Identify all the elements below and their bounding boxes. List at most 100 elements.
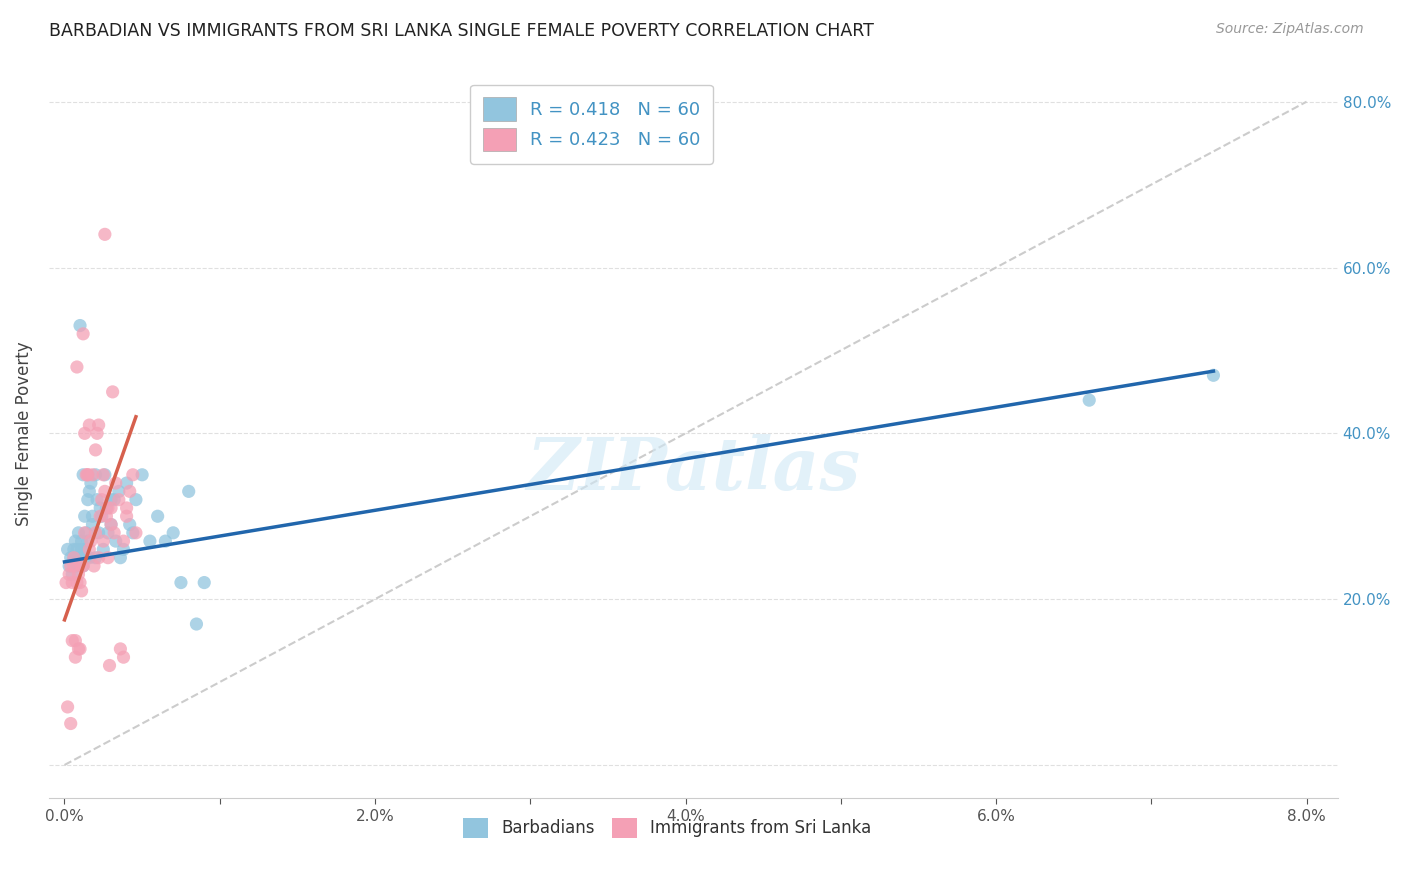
Point bbox=[91, 534, 114, 549]
Point bbox=[83, 559, 105, 574]
Point bbox=[155, 534, 177, 549]
Point bbox=[69, 550, 91, 565]
Point bbox=[79, 484, 101, 499]
Point bbox=[70, 534, 93, 549]
Point bbox=[60, 567, 83, 582]
Point bbox=[186, 617, 208, 632]
Point bbox=[76, 492, 98, 507]
Point bbox=[193, 575, 215, 590]
Point bbox=[89, 500, 111, 515]
Point bbox=[73, 426, 96, 441]
Point bbox=[94, 227, 117, 242]
Point bbox=[65, 633, 87, 648]
Point bbox=[67, 525, 90, 540]
Point bbox=[73, 525, 96, 540]
Point bbox=[59, 550, 82, 565]
Point bbox=[115, 509, 138, 524]
Point bbox=[96, 500, 118, 515]
Point bbox=[82, 509, 104, 524]
Point bbox=[75, 467, 97, 482]
Point bbox=[139, 534, 162, 549]
Point bbox=[170, 575, 193, 590]
Point bbox=[82, 467, 104, 482]
Point bbox=[115, 500, 138, 515]
Point bbox=[89, 509, 111, 524]
Point bbox=[66, 359, 89, 374]
Point bbox=[112, 534, 135, 549]
Point bbox=[101, 384, 124, 399]
Point bbox=[91, 542, 114, 557]
Point bbox=[96, 509, 118, 524]
Point bbox=[67, 567, 90, 582]
Point bbox=[56, 700, 79, 714]
Point bbox=[72, 559, 94, 574]
Point bbox=[80, 534, 103, 549]
Point bbox=[118, 484, 141, 499]
Point bbox=[94, 484, 117, 499]
Point bbox=[91, 467, 114, 482]
Point bbox=[69, 575, 91, 590]
Point bbox=[84, 525, 107, 540]
Point bbox=[70, 559, 93, 574]
Point bbox=[97, 500, 120, 515]
Point bbox=[84, 467, 107, 482]
Point bbox=[100, 500, 122, 515]
Point bbox=[103, 525, 125, 540]
Point bbox=[72, 559, 94, 574]
Point bbox=[67, 641, 90, 656]
Point bbox=[56, 542, 79, 557]
Point bbox=[69, 641, 91, 656]
Point bbox=[62, 550, 84, 565]
Point bbox=[59, 716, 82, 731]
Point bbox=[177, 484, 200, 499]
Point bbox=[65, 650, 87, 665]
Point bbox=[79, 550, 101, 565]
Text: ZIPatlas: ZIPatlas bbox=[526, 434, 860, 505]
Point bbox=[79, 418, 101, 433]
Point bbox=[125, 525, 148, 540]
Point bbox=[121, 525, 143, 540]
Point bbox=[118, 517, 141, 532]
Point bbox=[62, 550, 84, 565]
Point bbox=[82, 517, 104, 532]
Point bbox=[66, 542, 89, 557]
Point bbox=[100, 517, 122, 532]
Point bbox=[59, 559, 82, 574]
Point bbox=[100, 517, 122, 532]
Point bbox=[98, 658, 121, 673]
Point bbox=[103, 492, 125, 507]
Point bbox=[84, 550, 107, 565]
Point bbox=[70, 583, 93, 598]
Point bbox=[125, 492, 148, 507]
Point bbox=[76, 467, 98, 482]
Legend: Barbadians, Immigrants from Sri Lanka: Barbadians, Immigrants from Sri Lanka bbox=[457, 811, 879, 845]
Point bbox=[87, 525, 110, 540]
Point bbox=[90, 509, 112, 524]
Point bbox=[110, 550, 132, 565]
Point bbox=[87, 418, 110, 433]
Y-axis label: Single Female Poverty: Single Female Poverty bbox=[15, 341, 32, 525]
Point bbox=[79, 542, 101, 557]
Point bbox=[73, 542, 96, 557]
Text: BARBADIAN VS IMMIGRANTS FROM SRI LANKA SINGLE FEMALE POVERTY CORRELATION CHART: BARBADIAN VS IMMIGRANTS FROM SRI LANKA S… bbox=[49, 22, 875, 40]
Point bbox=[90, 492, 112, 507]
Point bbox=[115, 476, 138, 491]
Point bbox=[108, 492, 131, 507]
Point bbox=[1202, 368, 1225, 383]
Point bbox=[73, 509, 96, 524]
Point bbox=[70, 542, 93, 557]
Point bbox=[146, 509, 169, 524]
Point bbox=[97, 525, 120, 540]
Point bbox=[72, 326, 94, 341]
Point bbox=[58, 559, 80, 574]
Point bbox=[112, 542, 135, 557]
Point bbox=[1078, 393, 1101, 408]
Point bbox=[94, 467, 117, 482]
Point bbox=[86, 426, 108, 441]
Point bbox=[86, 492, 108, 507]
Point bbox=[112, 650, 135, 665]
Point bbox=[62, 542, 84, 557]
Point bbox=[65, 534, 87, 549]
Point bbox=[60, 633, 83, 648]
Point bbox=[75, 525, 97, 540]
